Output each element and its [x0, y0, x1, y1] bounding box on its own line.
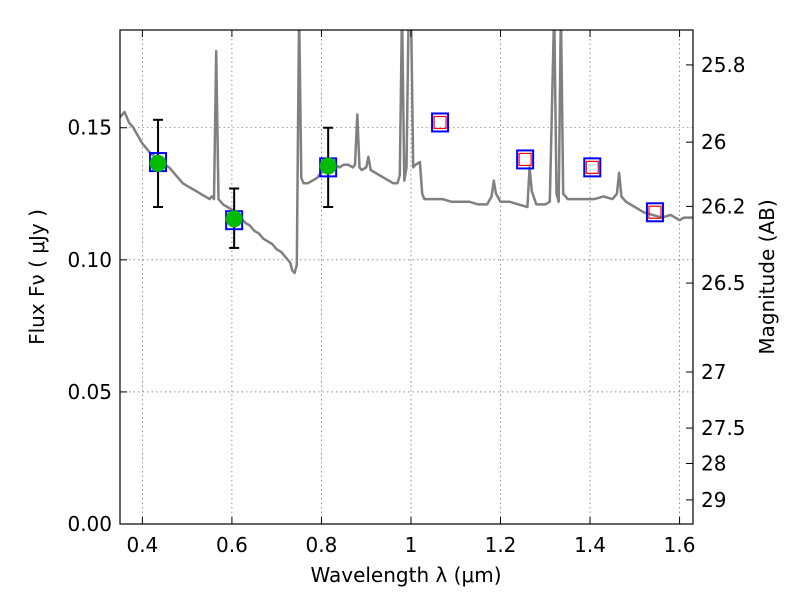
y-axis-label: Flux Fν ( μJy ) — [25, 209, 49, 345]
x-tick-label: 0.4 — [126, 533, 158, 557]
measured-point — [225, 210, 243, 228]
x-tick-label: 1.4 — [574, 533, 606, 557]
model-photometry-box — [645, 202, 664, 223]
x-tick-label: 1 — [405, 533, 418, 557]
ticks — [120, 30, 693, 525]
x-tick-label: 0.6 — [216, 533, 248, 557]
mag-tick-label: 27 — [701, 360, 726, 384]
mag-tick-label: 29 — [701, 488, 726, 512]
upper-limit-marker — [518, 152, 532, 167]
mag-tick-label: 25.8 — [701, 53, 746, 77]
model-photometry-box — [516, 149, 535, 170]
x-tick-label: 0.8 — [306, 533, 338, 557]
mag-tick-label: 27.5 — [701, 416, 746, 440]
mag-tick-label: 28 — [701, 451, 726, 475]
mag-tick-label: 26.2 — [701, 194, 746, 218]
y-tick-label: 0.10 — [67, 248, 112, 272]
measured-point — [149, 154, 167, 172]
model-photometry-box — [583, 157, 602, 178]
plot-frame — [119, 29, 694, 525]
tick-labels: 0.4 0.6 0.8 1 1.2 1.4 1.6 0.00 0.05 0.10 0.15 25.8 2… — [67, 53, 745, 557]
spectrum-line — [120, 30, 693, 275]
upper-limit-marker — [585, 160, 599, 174]
y-tick-label: 0.00 — [67, 512, 112, 536]
right-axis-label: Magnitude (AB) — [755, 199, 779, 354]
x-tick-label: 1.2 — [485, 533, 517, 557]
y-tick-label: 0.05 — [67, 380, 112, 404]
x-tick-label: 1.6 — [664, 533, 696, 557]
mag-tick-label: 26.5 — [701, 271, 746, 295]
x-axis-label: Wavelength λ (μm) — [310, 563, 501, 587]
model-photometry-box — [431, 112, 450, 133]
y-tick-label: 0.15 — [67, 116, 112, 140]
mag-tick-label: 26 — [701, 130, 726, 154]
measured-point — [319, 157, 337, 175]
upper-limit-marker — [648, 205, 662, 219]
upper-limit-marker — [433, 115, 447, 130]
plot-layer — [120, 30, 693, 275]
